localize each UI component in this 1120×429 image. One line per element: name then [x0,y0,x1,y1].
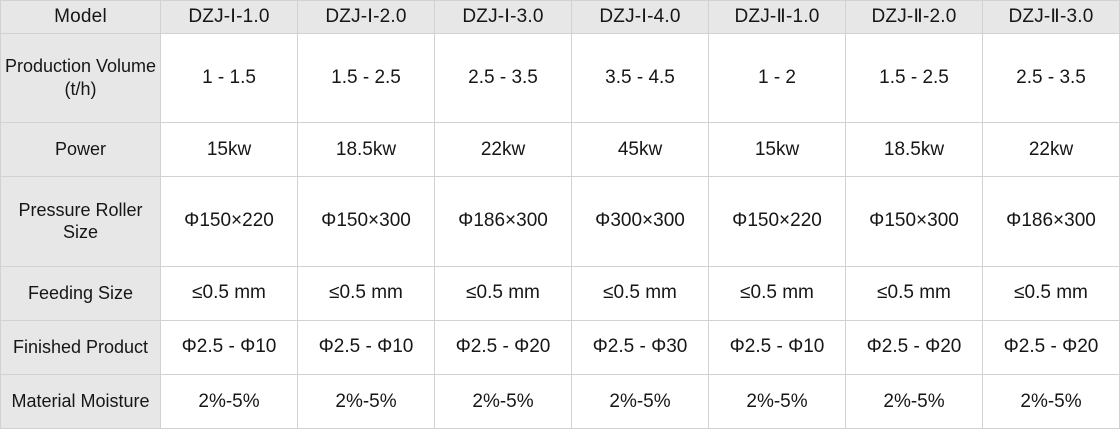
header-model-7: DZJ-Ⅱ-3.0 [982,0,1120,34]
cell-production-volume-3: 2.5 - 3.5 [434,32,572,124]
cell-production-volume-6: 1.5 - 2.5 [845,32,983,124]
cell-pressure-roller-size-7: Φ186×300 [982,176,1120,267]
row-label-finished-product: Finished Product [0,319,161,375]
cell-material-moisture-5: 2%-5% [708,373,846,429]
cell-power-7: 22kw [982,122,1120,178]
cell-pressure-roller-size-2: Φ150×300 [297,176,435,267]
cell-finished-product-3: Φ2.5 - Φ20 [434,319,572,375]
cell-material-moisture-4: 2%-5% [571,373,709,429]
cell-feeding-size-6: ≤0.5 mm [845,265,983,321]
cell-pressure-roller-size-3: Φ186×300 [434,176,572,267]
header-model-3: DZJ-Ⅰ-3.0 [434,0,572,34]
cell-finished-product-2: Φ2.5 - Φ10 [297,319,435,375]
cell-pressure-roller-size-4: Φ300×300 [571,176,709,267]
cell-finished-product-4: Φ2.5 - Φ30 [571,319,709,375]
cell-pressure-roller-size-1: Φ150×220 [160,176,298,267]
cell-production-volume-1: 1 - 1.5 [160,32,298,124]
cell-feeding-size-1: ≤0.5 mm [160,265,298,321]
row-label-material-moisture: Material Moisture [0,373,161,429]
cell-production-volume-7: 2.5 - 3.5 [982,32,1120,124]
row-label-production-volume: Production Volume (t/h) [0,32,161,124]
cell-power-4: 45kw [571,122,709,178]
cell-power-6: 18.5kw [845,122,983,178]
header-model-4: DZJ-Ⅰ-4.0 [571,0,709,34]
cell-power-1: 15kw [160,122,298,178]
cell-feeding-size-4: ≤0.5 mm [571,265,709,321]
table-row: Power 15kw 18.5kw 22kw 45kw 15kw 18.5kw … [0,122,1120,178]
table-row: Pressure Roller Size Φ150×220 Φ150×300 Φ… [0,176,1120,267]
cell-finished-product-7: Φ2.5 - Φ20 [982,319,1120,375]
cell-material-moisture-6: 2%-5% [845,373,983,429]
row-label-feeding-size: Feeding Size [0,265,161,321]
cell-power-3: 22kw [434,122,572,178]
header-model-2: DZJ-Ⅰ-2.0 [297,0,435,34]
cell-feeding-size-3: ≤0.5 mm [434,265,572,321]
cell-pressure-roller-size-6: Φ150×300 [845,176,983,267]
table-row: Material Moisture 2%-5% 2%-5% 2%-5% 2%-5… [0,373,1120,429]
cell-production-volume-4: 3.5 - 4.5 [571,32,709,124]
cell-material-moisture-7: 2%-5% [982,373,1120,429]
header-model-5: DZJ-Ⅱ-1.0 [708,0,846,34]
cell-feeding-size-5: ≤0.5 mm [708,265,846,321]
cell-feeding-size-7: ≤0.5 mm [982,265,1120,321]
row-label-power: Power [0,122,161,178]
header-model-6: DZJ-Ⅱ-2.0 [845,0,983,34]
cell-pressure-roller-size-5: Φ150×220 [708,176,846,267]
cell-material-moisture-2: 2%-5% [297,373,435,429]
row-label-pressure-roller-size: Pressure Roller Size [0,176,161,267]
cell-finished-product-6: Φ2.5 - Φ20 [845,319,983,375]
header-model-1: DZJ-Ⅰ-1.0 [160,0,298,34]
cell-material-moisture-3: 2%-5% [434,373,572,429]
cell-finished-product-5: Φ2.5 - Φ10 [708,319,846,375]
cell-power-2: 18.5kw [297,122,435,178]
table-row: Feeding Size ≤0.5 mm ≤0.5 mm ≤0.5 mm ≤0.… [0,265,1120,321]
cell-feeding-size-2: ≤0.5 mm [297,265,435,321]
cell-finished-product-1: Φ2.5 - Φ10 [160,319,298,375]
table-row: Production Volume (t/h) 1 - 1.5 1.5 - 2.… [0,32,1120,124]
cell-production-volume-5: 1 - 2 [708,32,846,124]
table-row: Finished Product Φ2.5 - Φ10 Φ2.5 - Φ10 Φ… [0,319,1120,375]
table-header-row: Model DZJ-Ⅰ-1.0 DZJ-Ⅰ-2.0 DZJ-Ⅰ-3.0 DZJ-… [0,0,1120,34]
cell-production-volume-2: 1.5 - 2.5 [297,32,435,124]
header-model: Model [0,0,161,34]
cell-power-5: 15kw [708,122,846,178]
cell-material-moisture-1: 2%-5% [160,373,298,429]
